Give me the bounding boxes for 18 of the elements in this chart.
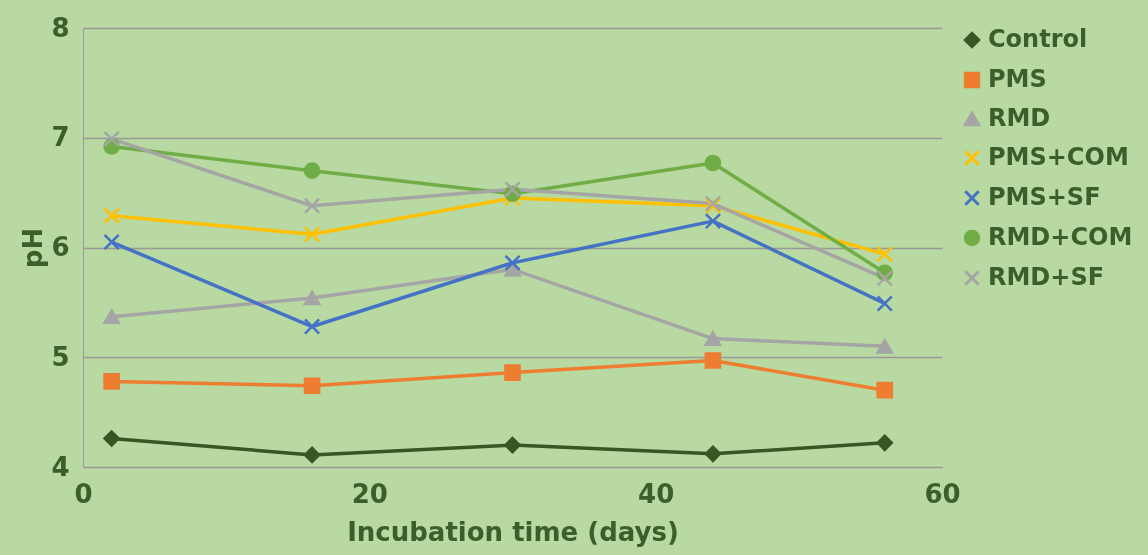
y-tick-label: 6 bbox=[51, 232, 70, 262]
x-tick-label: 60 bbox=[924, 478, 961, 509]
x-tick-label: 0 bbox=[74, 478, 93, 509]
y-tick-label: 5 bbox=[51, 341, 70, 372]
y-axis-title: pH bbox=[18, 227, 49, 269]
legend-label: RMD bbox=[988, 104, 1051, 132]
legend-label: RMD+SF bbox=[988, 263, 1105, 291]
legend-label: PMS+SF bbox=[988, 183, 1101, 211]
legend-label: PMS+COM bbox=[988, 143, 1129, 171]
legend-label: PMS bbox=[988, 65, 1047, 93]
y-tick-label: 4 bbox=[51, 451, 70, 482]
x-axis-title: Incubation time (days) bbox=[347, 516, 679, 547]
legend-label: Control bbox=[988, 25, 1088, 53]
x-tick-label: 40 bbox=[638, 478, 675, 509]
y-tick-label: 7 bbox=[51, 122, 70, 153]
y-tick-label: 8 bbox=[51, 12, 70, 43]
x-tick-label: 20 bbox=[351, 478, 388, 509]
legend-label: RMD+COM bbox=[988, 223, 1133, 251]
